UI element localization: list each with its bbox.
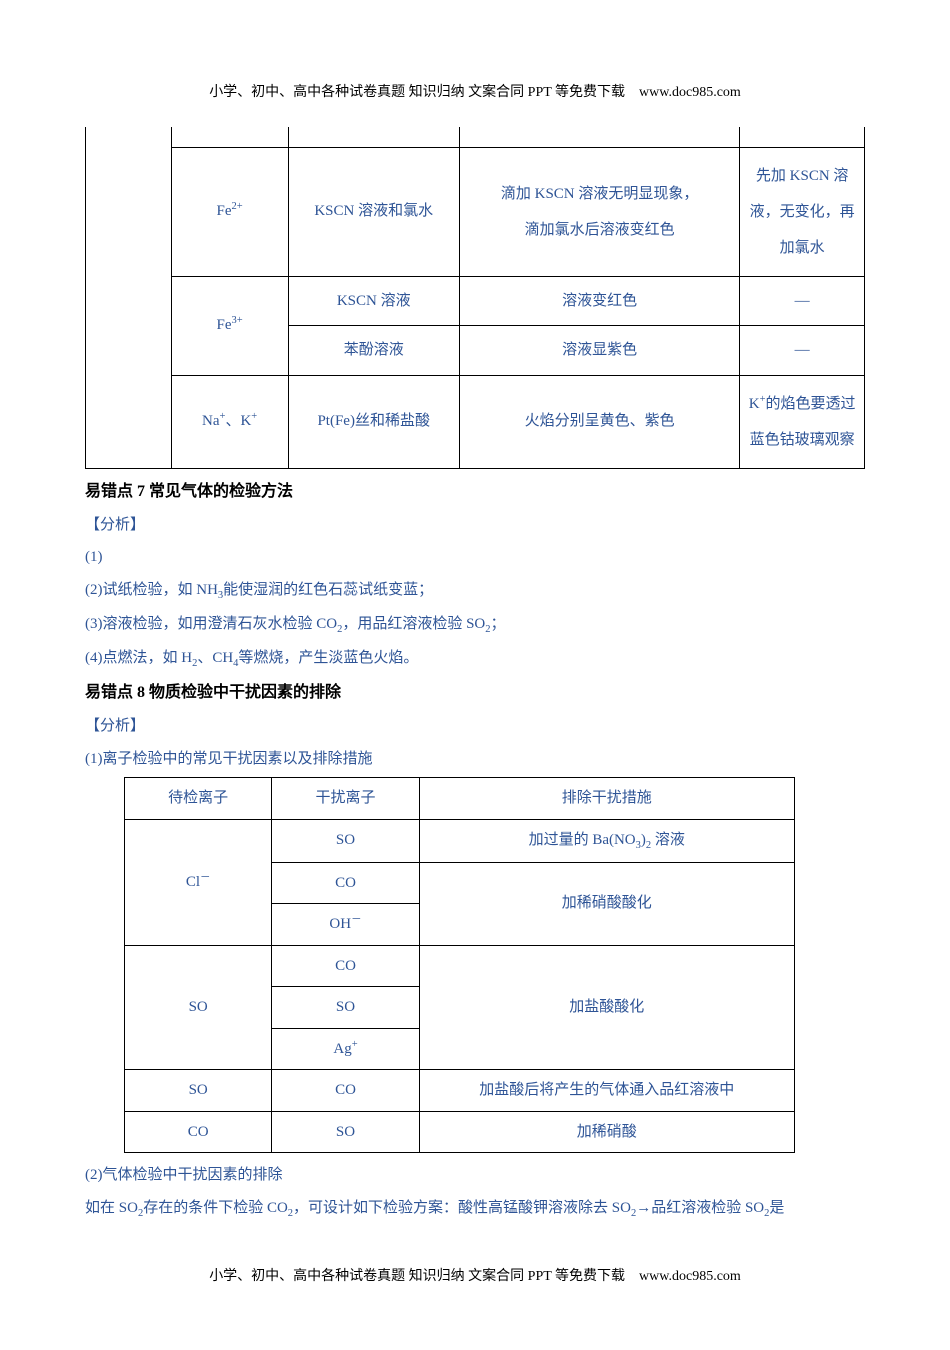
t2-ion: SO [125,1070,272,1112]
obs-line: 滴加氯水后溶液变红色 [525,222,675,238]
analysis-label: 【分析】 [85,511,865,540]
tail-p2: 如在 SO2存在的条件下检验 CO2，可设计如下检验方案：酸性高锰酸钾溶液除去 … [85,1194,865,1224]
observation-cell: 溶液变红色 [459,276,739,326]
interference-table: 待检离子 干扰离子 排除干扰措施 Cl－ SO 加过量的 Ba(NO3)2 溶液… [124,777,795,1153]
observation-cell: 滴加 KSCN 溶液无明显现象， 滴加氯水后溶液变红色 [459,147,739,276]
page-footer: 小学、初中、高中各种试卷真题 知识归纳 文案合同 PPT 等免费下载 www.d… [85,1264,865,1291]
reagent-cell: Pt(Fe)丝和稀盐酸 [288,375,459,468]
section7-p2: (2)试纸检验，如 NH3能使湿润的红色石蕊试纸变蓝； [85,576,865,606]
t2-measure: 加盐酸酸化 [419,945,794,1070]
t2-ion: CO [125,1111,272,1153]
t2-measure: 加稀硝酸酸化 [419,862,794,945]
t2-interf: Ag+ [272,1028,419,1070]
t2-interf: CO [272,1070,419,1112]
note-cell: — [740,276,865,326]
reagent-cell: 苯酚溶液 [288,326,459,376]
t2-measure: 加过量的 Ba(NO3)2 溶液 [419,819,794,862]
t2-interf: SO [272,987,419,1029]
observation-cell: 火焰分别呈黄色、紫色 [459,375,739,468]
section8-p1: (1)离子检验中的常见干扰因素以及排除措施 [85,745,865,774]
note-cell: 先加 KSCN 溶液，无变化，再加氯水 [740,147,865,276]
table1-empty [288,127,459,148]
t2-interf: OH－ [272,904,419,946]
t2-measure: 加稀硝酸 [419,1111,794,1153]
t2-header: 排除干扰措施 [419,778,794,820]
reagent-cell: KSCN 溶液和氯水 [288,147,459,276]
section7-p3: (3)溶液检验，如用澄清石灰水检验 CO2，用品红溶液检验 SO2； [85,610,865,640]
note-cell: — [740,326,865,376]
t2-ion: Cl－ [125,819,272,945]
t2-interf: CO [272,862,419,904]
t2-interf: CO [272,945,419,987]
t2-header: 待检离子 [125,778,272,820]
ion-na-k: Na+、K+ [171,375,288,468]
obs-line: 滴加 KSCN 溶液无明显现象， [501,186,699,202]
ion-test-table: Fe2+ KSCN 溶液和氯水 滴加 KSCN 溶液无明显现象， 滴加氯水后溶液… [85,127,865,469]
analysis-label: 【分析】 [85,712,865,741]
ion-fe2: Fe2+ [171,147,288,276]
reagent-cell: KSCN 溶液 [288,276,459,326]
observation-cell: 溶液显紫色 [459,326,739,376]
section8-title: 易错点 8 物质检验中干扰因素的排除 [85,678,865,708]
table1-empty [740,127,865,148]
tail-p1: (2)气体检验中干扰因素的排除 [85,1161,865,1190]
t2-ion: SO [125,945,272,1070]
table1-empty [459,127,739,148]
section7-title: 易错点 7 常见气体的检验方法 [85,477,865,507]
t2-measure: 加盐酸后将产生的气体通入品红溶液中 [419,1070,794,1112]
t2-interf: SO [272,1111,419,1153]
section7-p1: (1) [85,543,865,572]
section7-p4: (4)点燃法，如 H2、CH4等燃烧，产生淡蓝色火焰。 [85,644,865,674]
page-header: 小学、初中、高中各种试卷真题 知识归纳 文案合同 PPT 等免费下载 www.d… [85,80,865,107]
t2-header: 干扰离子 [272,778,419,820]
t2-interf: SO [272,819,419,862]
table1-empty [171,127,288,148]
note-cell: K+的焰色要透过蓝色钴玻璃观察 [740,375,865,468]
ion-fe3: Fe3+ [171,276,288,375]
table1-groupcol [86,127,172,469]
